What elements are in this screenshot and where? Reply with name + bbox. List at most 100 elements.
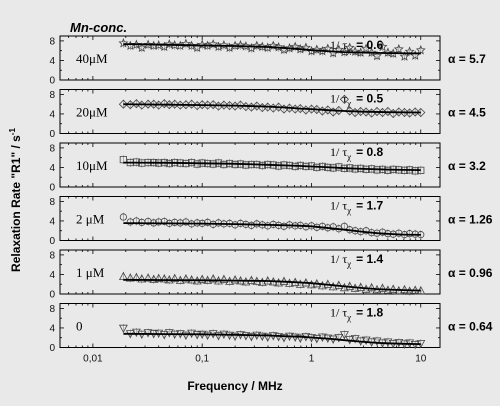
y-tick-label: 0: [49, 129, 55, 140]
corner-label: Mn-conc.: [70, 20, 127, 35]
data-point: [356, 106, 366, 117]
data-point: [119, 213, 127, 221]
x-tick-label: 0,1: [195, 354, 209, 365]
y-axis-title: Relaxation Rate "R1" / s-1: [8, 128, 23, 272]
data-point: [295, 279, 305, 288]
data-point: [312, 104, 322, 115]
data-point: [169, 40, 180, 50]
panel-1: 0 4 8 40μM 1/ τχ = 0.6 α = 5.7: [49, 35, 486, 87]
data-point: [155, 218, 163, 226]
data-point: [137, 274, 147, 283]
alpha-symbol: α =: [448, 159, 469, 173]
data-point: [230, 275, 240, 284]
data-point: [361, 107, 371, 117]
data-point: [159, 99, 169, 109]
panel-frame: [59, 35, 441, 81]
y-axis-title-superscript: -1: [8, 128, 17, 136]
y-tick-label: 4: [49, 56, 55, 67]
data-point: [230, 40, 241, 51]
data-point: [323, 105, 333, 115]
data-point: [187, 99, 197, 109]
fit-curve: [123, 103, 421, 114]
data-point: [170, 99, 180, 109]
data-point: [295, 334, 305, 343]
data-point: [181, 274, 191, 283]
data-point: [257, 332, 267, 341]
data-point: [159, 274, 169, 283]
data-point: [416, 107, 426, 118]
alpha-value: 0.96: [469, 266, 493, 280]
tau-symbol: 1/ τ: [330, 92, 347, 106]
alpha-value: 1.26: [469, 213, 493, 227]
data-point: [119, 156, 127, 164]
data-point: [339, 331, 349, 340]
data-point: [388, 284, 398, 293]
data-point: [339, 94, 349, 104]
data-point: [219, 100, 229, 110]
alpha-annotation: α = 0.96: [448, 266, 493, 280]
y-tick-label: 0: [49, 290, 55, 301]
tau-annotation: 1/ τχ = 0.8: [330, 145, 384, 162]
alpha-value: 3.2: [469, 159, 486, 173]
data-point: [280, 222, 288, 230]
data-point: [252, 101, 262, 111]
data-point: [361, 336, 371, 345]
data-point: [394, 107, 404, 117]
data-point: [159, 331, 169, 340]
data-point: [274, 102, 284, 112]
data-point: [230, 332, 240, 341]
panel-2: 0 4 8 20μM 1/ τχ = 0.5 α = 4.5: [49, 89, 486, 140]
data-point: [154, 273, 164, 283]
data-point: [317, 281, 327, 290]
panel-6: 0 4 8 0 1/ τχ = 1.8 α = 0.64 0,01 0,1 1 10: [49, 303, 493, 365]
panel-frame: [59, 89, 441, 134]
tau-value: = 0.6: [356, 38, 383, 52]
data-point: [290, 333, 300, 342]
x-tick-label: 1: [309, 354, 315, 365]
data-point: [149, 274, 159, 283]
data-point: [219, 274, 229, 283]
tau-subscript: χ: [346, 313, 351, 323]
y-tick-label: 8: [49, 90, 55, 101]
alpha-value: 4.5: [469, 106, 486, 120]
data-point: [181, 331, 191, 340]
data-point: [170, 273, 180, 283]
y-tick-label: 8: [49, 143, 55, 154]
concentration-label: 40μM: [76, 51, 108, 66]
data-point: [235, 100, 246, 110]
data-point: [240, 41, 251, 51]
y-tick-label: 0: [49, 236, 55, 247]
tau-symbol: 1/ τ: [330, 38, 347, 52]
panel-4: 0 4 8 2 μM 1/ τχ = 1.7 α = 1.26: [49, 196, 493, 247]
alpha-symbol: α =: [448, 213, 469, 227]
data-point: [344, 42, 355, 52]
data-point: [125, 273, 135, 282]
data-point: [334, 105, 344, 116]
data-point: [160, 217, 168, 226]
tau-symbol: 1/ τ: [330, 252, 347, 266]
data-point: [136, 42, 147, 52]
fit-curve: [123, 332, 421, 345]
tau-subscript: χ: [346, 45, 351, 55]
data-point: [361, 43, 372, 53]
data-point: [144, 217, 152, 226]
data-point: [263, 333, 273, 342]
y-tick-label: 4: [49, 109, 55, 120]
alpha-symbol: α =: [448, 52, 469, 66]
alpha-symbol: α =: [448, 106, 469, 120]
data-point: [208, 100, 218, 110]
data-point: [149, 99, 159, 109]
y-tick-label: 8: [49, 36, 55, 47]
data-point: [197, 39, 208, 50]
data-point: [118, 38, 129, 48]
data-point: [395, 229, 403, 237]
fit-curve: [123, 222, 421, 236]
panel-frame: [59, 249, 441, 295]
data-point: [378, 228, 387, 236]
data-point: [208, 274, 218, 283]
data-point: [214, 332, 223, 341]
tau-value: = 0.8: [356, 145, 383, 159]
